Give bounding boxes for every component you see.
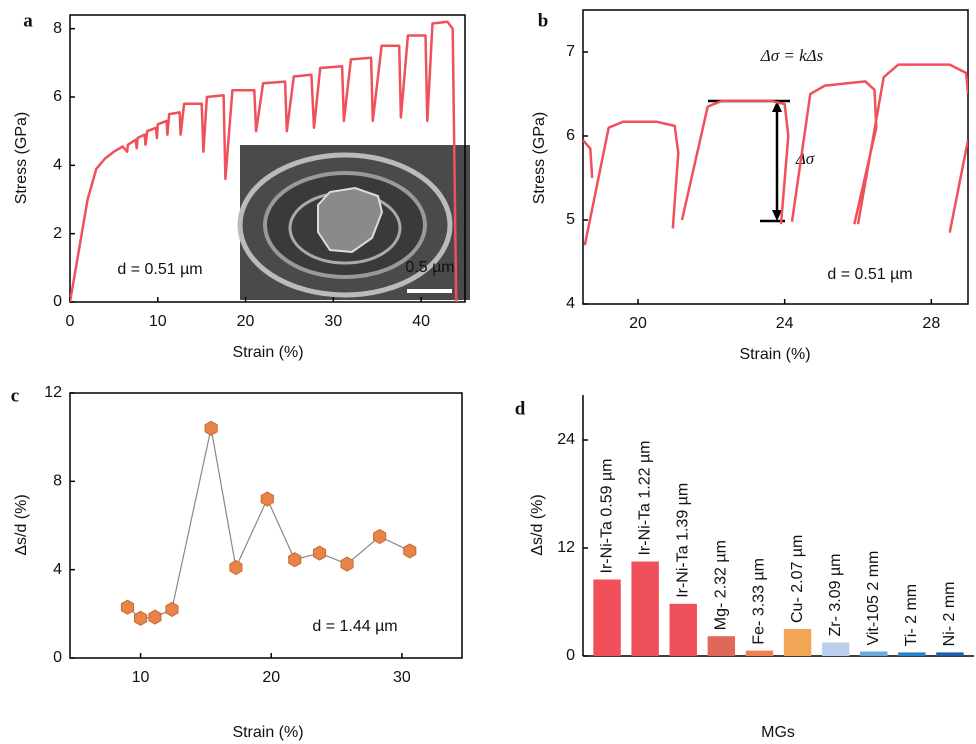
- y-tick-label: 24: [557, 431, 575, 448]
- panel-label: a: [23, 10, 33, 31]
- y-tick-label: 0: [53, 649, 62, 666]
- x-tick-label: 20: [262, 669, 280, 686]
- y-tick-label: 5: [566, 211, 575, 228]
- x-tick-label: 40: [412, 313, 430, 330]
- y-tick-label: 2: [53, 225, 62, 242]
- y-tick-label: 0: [566, 647, 575, 664]
- bar: [821, 642, 850, 656]
- x-axis-label: MGs: [761, 724, 795, 741]
- bar: [860, 651, 888, 656]
- y-axis-label: Δs/d (%): [529, 494, 546, 555]
- annotation: d = 0.51 µm: [117, 261, 202, 278]
- data-point: [165, 601, 179, 617]
- annotation: d = 0.51 µm: [827, 266, 912, 283]
- panel-label: d: [515, 398, 526, 419]
- x-axis-label: Strain (%): [232, 724, 303, 741]
- y-tick-label: 8: [53, 473, 62, 490]
- equation: Δσ = kΔs: [760, 46, 824, 65]
- data-point: [403, 543, 417, 559]
- x-tick-label: 0: [66, 313, 75, 330]
- inset-scale-label: 0.5 µm: [405, 259, 454, 276]
- bar: [745, 650, 774, 656]
- data-point: [373, 528, 387, 545]
- plot-frame: [69, 14, 466, 303]
- bar: [593, 579, 621, 656]
- bar-label: Fe- 3.33 µm: [751, 558, 768, 645]
- x-axis-label: Strain (%): [739, 346, 810, 363]
- plot-frame: [69, 392, 463, 659]
- panel-label: b: [538, 10, 549, 31]
- delta-bracket: [708, 99, 790, 223]
- y-axis-label: Δs/d (%): [13, 494, 30, 555]
- data-line: [70, 20, 458, 302]
- data-point: [340, 556, 354, 572]
- delta-label: Δσ: [795, 149, 815, 168]
- data-point: [134, 610, 148, 626]
- x-tick-label: 24: [776, 315, 794, 332]
- data-point: [120, 599, 135, 615]
- bar-label: Ni- 2 mm: [941, 582, 958, 647]
- bar: [783, 629, 812, 656]
- x-tick-label: 10: [132, 669, 150, 686]
- bar-label: Vit-105 2 mm: [865, 551, 882, 646]
- y-tick-label: 12: [557, 539, 575, 556]
- data-point: [204, 420, 218, 436]
- bar-label: Ir-Ni-Ta 0.59 µm: [598, 458, 615, 573]
- y-tick-label: 6: [566, 127, 575, 144]
- x-tick-label: 20: [629, 315, 647, 332]
- data-point: [260, 491, 274, 507]
- bar-label: Zr- 3.09 µm: [827, 553, 844, 636]
- data-line: [583, 63, 968, 246]
- y-tick-label: 4: [53, 561, 62, 578]
- bar: [669, 603, 697, 656]
- y-axis-label: Stress (GPa): [531, 112, 548, 204]
- y-tick-label: 12: [44, 384, 62, 401]
- x-axis-label: Strain (%): [232, 344, 303, 361]
- plot-frame: [582, 9, 969, 305]
- bar: [707, 636, 736, 656]
- x-tick-label: 10: [149, 313, 167, 330]
- y-tick-label: 8: [53, 20, 62, 37]
- data-point: [229, 559, 243, 576]
- x-tick-label: 28: [922, 315, 940, 332]
- inset-image: [237, 145, 470, 300]
- bar-label: Ir-Ni-Ta 1.22 µm: [636, 440, 653, 555]
- y-axis-label: Stress (GPa): [13, 112, 30, 204]
- data-line: [127, 427, 410, 619]
- x-tick-label: 30: [324, 313, 342, 330]
- bar-label: Ir-Ni-Ta 1.39 µm: [674, 483, 691, 598]
- y-tick-label: 0: [53, 293, 62, 310]
- bar-label: Cu- 2.07 µm: [789, 535, 806, 623]
- y-tick-label: 4: [566, 295, 575, 312]
- y-tick-label: 7: [566, 43, 575, 60]
- x-tick-label: 20: [237, 313, 255, 330]
- bar-label: Mg- 2.32 µm: [713, 540, 730, 630]
- bar-label: Ti- 2 mm: [903, 584, 920, 647]
- x-tick-label: 30: [393, 669, 411, 686]
- bar: [898, 652, 926, 656]
- bar: [631, 561, 659, 656]
- bar: [936, 652, 964, 656]
- data-point: [313, 545, 327, 561]
- panel-label: c: [11, 385, 19, 406]
- annotation: d = 1.44 µm: [312, 618, 397, 635]
- data-point: [288, 552, 302, 568]
- y-tick-label: 6: [53, 88, 62, 105]
- data-point: [148, 609, 162, 625]
- y-tick-label: 4: [53, 157, 62, 174]
